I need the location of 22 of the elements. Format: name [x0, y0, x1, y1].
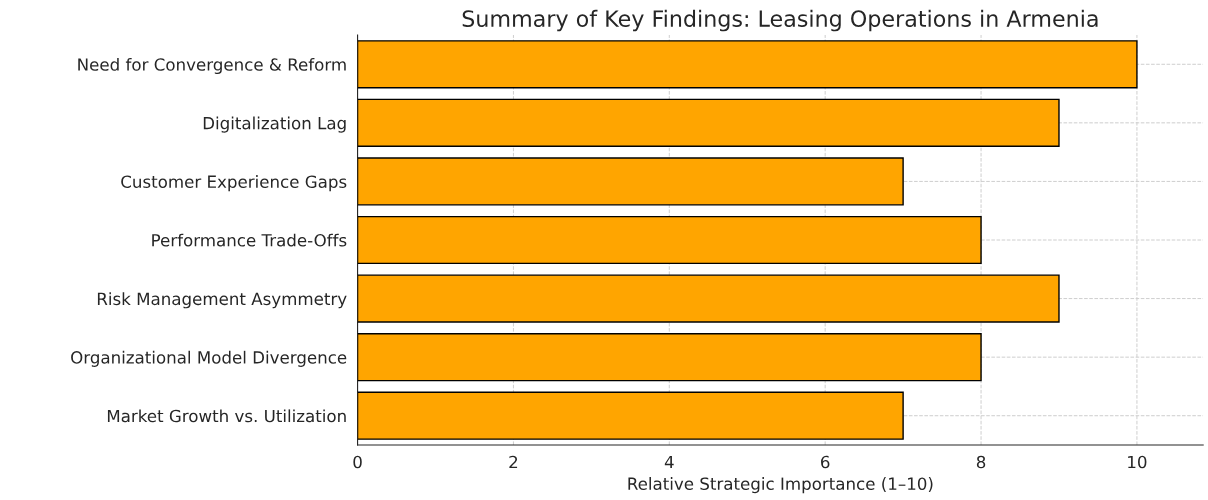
x-tick-label: 4 — [664, 455, 674, 469]
bar — [357, 391, 904, 440]
chart-title: Summary of Key Findings: Leasing Operations in Armenia — [462, 9, 1098, 32]
x-tick-label: 8 — [976, 455, 986, 469]
y-tick-label: Customer Experience Gaps — [121, 175, 347, 192]
y-tick-label: Market Growth vs. Utilization — [107, 409, 346, 423]
bar — [357, 274, 1060, 323]
y-tick-label: Risk Management Asymmetry — [97, 292, 347, 309]
x-tick-label: 6 — [821, 455, 830, 469]
x-tick-label: 2 — [509, 455, 518, 469]
bar — [357, 98, 1060, 147]
x-tick-label: 0 — [353, 455, 362, 469]
x-axis-title: Relative Strategic Importance (1–10) — [628, 477, 933, 494]
bar — [357, 40, 1138, 89]
y-tick-label: Performance Trade-Offs — [152, 233, 347, 247]
bar — [357, 333, 982, 382]
bar — [357, 215, 982, 265]
bar — [357, 157, 904, 206]
y-tick-label: Digitalization Lag — [203, 116, 346, 133]
y-tick-label: Organizational Model Divergence — [71, 350, 347, 367]
x-tick-label: 10 — [1128, 455, 1147, 469]
y-tick-label: Need for Convergence & Reform — [78, 57, 346, 75]
